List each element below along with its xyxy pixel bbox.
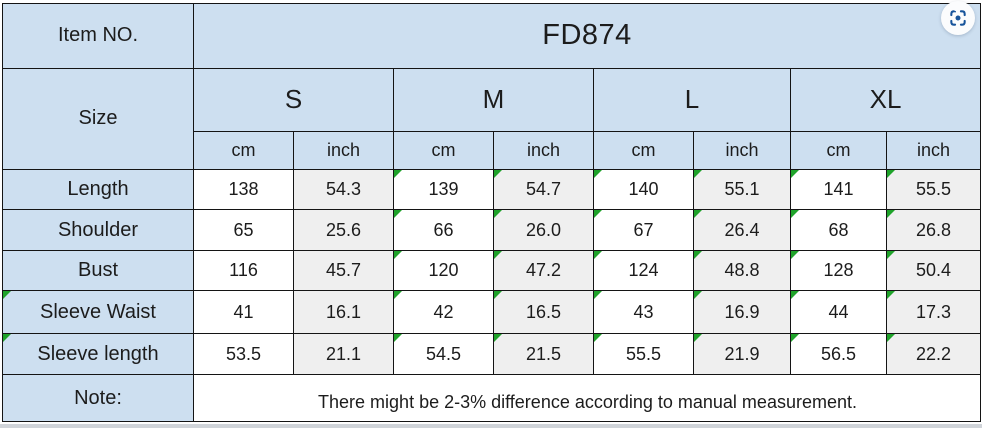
value-cell: 66 (393, 209, 494, 251)
size-header-label: Size (2, 67, 194, 170)
value-cell: 65 (193, 209, 294, 251)
value-cell: 68 (790, 209, 887, 251)
value-cell: 16.5 (493, 290, 594, 334)
value-cell: 47.2 (493, 249, 594, 292)
table-row-length: Length 138 54.3 139 54.7 140 55.1 141 55… (2, 168, 982, 211)
value-cell: 45.7 (293, 249, 394, 292)
value-cell: 116 (193, 249, 294, 292)
table-row-bust: Bust 116 45.7 120 47.2 124 48.8 128 50.4 (2, 249, 982, 292)
size-header-m: M (393, 67, 594, 132)
table-row-shoulder: Shoulder 65 25.6 66 26.0 67 26.4 68 26.8 (2, 209, 982, 251)
value-cell: 54.5 (393, 332, 494, 376)
page-bottom-edge (0, 424, 982, 428)
table-row-sleeve-waist: Sleeve Waist 41 16.1 42 16.5 43 16.9 44 … (2, 290, 982, 334)
value-cell: 25.6 (293, 209, 394, 251)
value-cell: 17.3 (885, 290, 982, 334)
value-cell: 26.0 (493, 209, 594, 251)
unit-header-cm: cm (593, 130, 694, 170)
value-cell: 120 (393, 249, 494, 292)
unit-header-inch: inch (293, 130, 394, 170)
row-label-length: Length (2, 168, 194, 211)
note-label: Note: (2, 374, 194, 422)
value-cell: 53.5 (193, 332, 294, 376)
item-no-value: FD874 (192, 3, 982, 69)
unit-header-cm: cm (193, 130, 294, 170)
value-cell: 21.1 (293, 332, 394, 376)
value-cell: 41 (193, 290, 294, 334)
value-cell: 16.1 (293, 290, 394, 334)
value-cell: 55.1 (693, 168, 791, 211)
value-cell: 21.5 (493, 332, 594, 376)
value-cell: 67 (593, 209, 694, 251)
value-cell: 44 (790, 290, 887, 334)
value-cell: 43 (593, 290, 694, 334)
item-no-label: Item NO. (2, 3, 194, 69)
table-row-sleeve-length: Sleeve length 53.5 21.1 54.5 21.5 55.5 2… (2, 332, 982, 376)
value-cell: 55.5 (593, 332, 694, 376)
value-cell: 140 (593, 168, 694, 211)
value-cell: 22.2 (885, 332, 982, 376)
unit-header-cm: cm (790, 130, 887, 170)
value-cell: 48.8 (693, 249, 791, 292)
unit-header-inch: inch (885, 130, 982, 170)
size-header-xl: XL (789, 67, 982, 132)
value-cell: 56.5 (790, 332, 887, 376)
value-cell: 128 (790, 249, 887, 292)
value-cell: 139 (393, 168, 494, 211)
unit-header-inch: inch (693, 130, 791, 170)
value-cell: 54.7 (493, 168, 594, 211)
row-label-sleeve-waist: Sleeve Waist (2, 290, 194, 334)
row-label-sleeve-length: Sleeve length (2, 332, 194, 376)
unit-header-inch: inch (493, 130, 594, 170)
value-cell: 50.4 (885, 249, 982, 292)
row-label-bust: Bust (2, 249, 194, 292)
visual-search-button[interactable] (941, 1, 975, 35)
row-label-shoulder: Shoulder (2, 209, 194, 251)
value-cell: 54.3 (293, 168, 394, 211)
unit-header-cm: cm (393, 130, 494, 170)
value-cell: 55.5 (885, 168, 982, 211)
lens-capture-icon (948, 8, 968, 28)
size-chart-table: Item NO. FD874 Size S M L XL cm inch cm … (2, 3, 982, 422)
value-cell: 141 (790, 168, 887, 211)
value-cell: 21.9 (693, 332, 791, 376)
value-cell: 16.9 (693, 290, 791, 334)
table-row-note: Note: There might be 2-3% difference acc… (2, 374, 982, 422)
note-text: There might be 2-3% difference according… (192, 374, 982, 422)
value-cell: 42 (393, 290, 494, 334)
value-cell: 138 (193, 168, 294, 211)
size-header-l: L (593, 67, 791, 132)
value-cell: 26.4 (693, 209, 791, 251)
value-cell: 124 (593, 249, 694, 292)
size-header-s: S (193, 67, 394, 132)
value-cell: 26.8 (885, 209, 982, 251)
